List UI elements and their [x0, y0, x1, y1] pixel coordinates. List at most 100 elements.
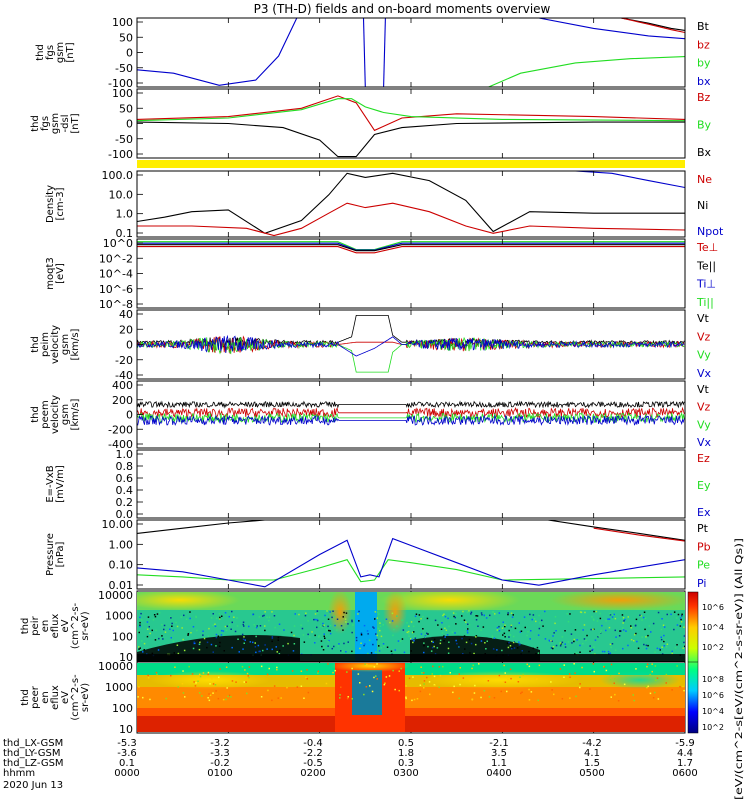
y-tick-label: 100.0: [102, 169, 134, 182]
series-line-pe: [137, 559, 685, 583]
series-line-bx: [362, 18, 366, 87]
spectrogram-pixel: [271, 699, 273, 702]
footer-tick: -4.2: [582, 738, 602, 749]
spectrogram-pixel: [526, 634, 528, 637]
spectrogram-pixel: [599, 631, 602, 634]
spectrogram-pixel: [579, 644, 581, 647]
footer-tick: -3.2: [210, 738, 230, 749]
spectrogram-pixel: [230, 696, 232, 698]
spectrogram-pixel: [410, 650, 412, 652]
spectrogram-pixel: [614, 693, 616, 696]
spectrogram-pixel: [266, 673, 269, 676]
spectrogram-pixel: [502, 634, 504, 636]
spectrogram-pixel: [636, 640, 638, 643]
spectrogram-pixel: [235, 681, 237, 683]
spectrogram-pixel: [548, 639, 550, 642]
spectrogram-pixel: [650, 631, 652, 633]
spectrogram-pixel: [442, 614, 444, 617]
spectrogram-pixel: [161, 624, 163, 626]
spectrogram-pixel: [408, 677, 411, 680]
series-line-te: [137, 246, 685, 254]
legend-label: Te⊥: [696, 241, 718, 254]
spectrogram-pixel: [418, 614, 421, 616]
spectrogram-pixel: [683, 689, 685, 692]
footer-tick: -0.2: [210, 758, 230, 769]
spectrogram-pixel: [408, 635, 410, 637]
spectrogram-pixel: [225, 629, 228, 632]
spectrogram-pixel: [645, 636, 647, 638]
spectrogram-pixel: [245, 681, 247, 683]
spectrogram-pixel: [391, 612, 394, 615]
legend-label: Pt: [697, 522, 709, 535]
spectrogram-pixel: [507, 612, 509, 614]
spectrogram-pixel: [508, 629, 510, 632]
spectrogram-pixel: [550, 681, 552, 683]
spectrogram-pixel: [182, 670, 184, 672]
spectrogram-pixel: [569, 676, 571, 678]
spectrogram-pixel: [347, 696, 349, 698]
spectrogram-pixel: [559, 645, 562, 647]
spectrogram-pixel: [657, 611, 660, 614]
spectrogram-pixel: [423, 651, 425, 654]
spectrogram-pixel: [593, 670, 595, 673]
spectrogram-pixel: [208, 627, 210, 630]
spectrogram-pixel: [488, 696, 491, 698]
spectrogram-pixel: [517, 681, 520, 683]
spectrogram-pixel: [509, 645, 512, 647]
spectrogram-pixel: [221, 615, 223, 617]
spectrogram-pixel: [139, 616, 141, 619]
spectrogram-pixel: [520, 630, 523, 632]
y-tick-label: -50: [115, 62, 133, 75]
series-line-ti: [137, 242, 685, 251]
legend-label: Vy: [697, 349, 711, 362]
spectrogram-pixel: [618, 635, 621, 637]
spectrogram-pixel: [248, 666, 251, 668]
spectrogram-pixel: [532, 647, 534, 650]
spectrogram-pixel: [510, 624, 513, 627]
footer-tick: 0.3: [398, 758, 414, 769]
spectrogram-pixel: [342, 629, 344, 631]
spectrogram-pixel: [317, 636, 320, 638]
spectrogram-pixel: [634, 624, 637, 627]
spectrogram-pixel: [246, 692, 248, 695]
spectrogram-pixel: [385, 676, 388, 678]
y-tick-label: 0: [126, 409, 133, 422]
spectrogram-pixel: [212, 651, 214, 653]
spectrogram-pixel: [396, 625, 398, 627]
spectrogram-pixel: [301, 627, 304, 630]
spectrogram-pixel: [563, 676, 565, 678]
spectrogram-pixel: [324, 614, 326, 617]
spectrogram-pixel: [627, 644, 629, 647]
spectrogram-pixel: [532, 614, 535, 616]
spectrogram-pixel: [370, 652, 373, 654]
spectrogram-pixel: [484, 642, 486, 644]
spectrogram-pixel: [377, 627, 380, 630]
spectrogram-pixel: [609, 674, 612, 677]
spectrogram-pixel: [610, 663, 613, 666]
spectrogram-pixel: [421, 672, 423, 674]
spectrogram-pixel: [202, 630, 204, 632]
spectrogram-pixel: [619, 630, 621, 632]
spectrogram-pixel: [448, 625, 450, 628]
spectrogram-pixel: [536, 646, 539, 649]
spectrogram-pixel: [296, 686, 299, 688]
spectrogram-pixel: [512, 641, 515, 644]
spectrogram-pixel: [231, 621, 233, 624]
spectrogram-pixel: [357, 613, 359, 615]
spectrogram-pixel: [635, 618, 638, 621]
y-axis-label: E=-VxB: [45, 465, 56, 502]
legend-label: Bz: [697, 91, 711, 104]
spectrogram-pixel: [188, 665, 190, 668]
spectrogram-pixel: [608, 653, 610, 655]
spectrogram-pixel: [225, 698, 227, 701]
spectrogram-pixel: [374, 611, 377, 613]
spectrogram-pixel: [323, 633, 325, 635]
series-line-vx: [137, 334, 685, 357]
spectrogram-pixel: [352, 624, 354, 626]
spectrogram-pixel: [373, 676, 375, 679]
spectrogram-pixel: [380, 635, 383, 638]
spectrogram-pixel: [231, 610, 233, 613]
y-axis-label: eflux: [50, 685, 61, 710]
spectrogram-pixel: [673, 628, 675, 631]
spectrogram-pixel: [154, 639, 157, 641]
